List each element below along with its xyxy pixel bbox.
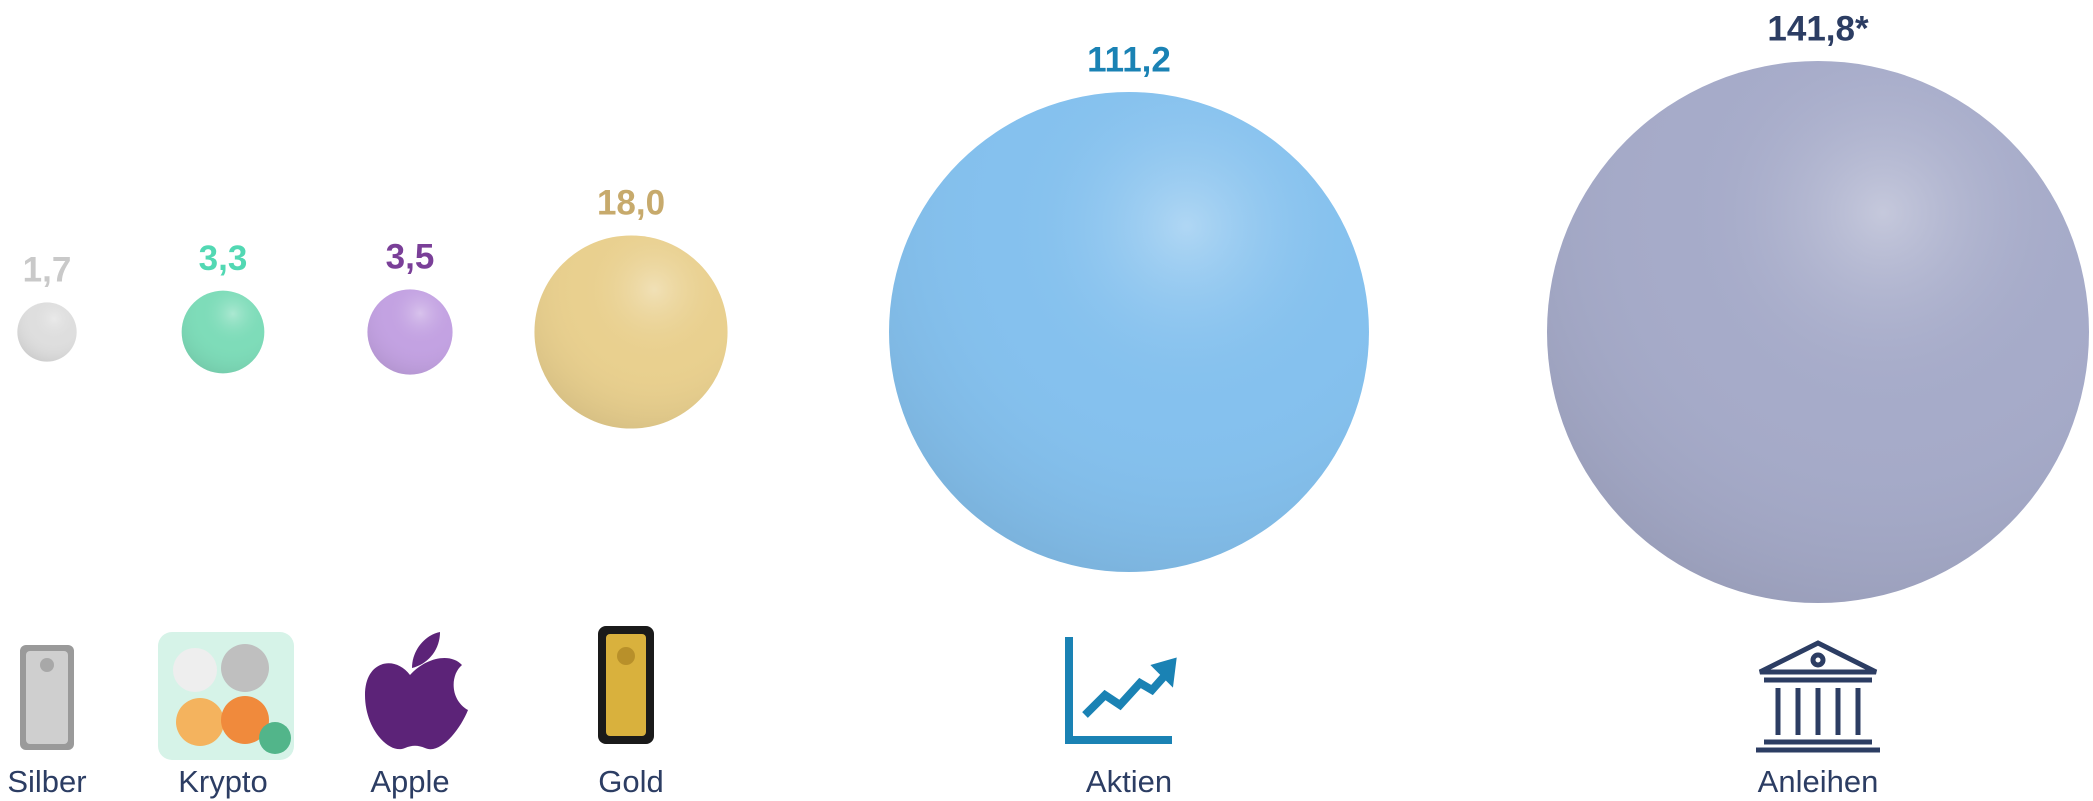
bubble-shading xyxy=(181,290,265,374)
apple-icon xyxy=(365,632,468,750)
bubble-shading xyxy=(1547,61,2089,603)
silver-bar-icon xyxy=(20,645,74,750)
category-label: Gold xyxy=(598,764,663,799)
category-label: Krypto xyxy=(178,764,268,799)
bubble-shading xyxy=(367,289,453,375)
value-label: 1,7 xyxy=(23,251,72,290)
category-label: Aktien xyxy=(1086,764,1172,799)
value-label: 111,2 xyxy=(1087,40,1171,79)
gold-bar-icon xyxy=(598,626,654,744)
value-label: 3,3 xyxy=(199,239,248,278)
value-label: 18,0 xyxy=(597,184,665,223)
bubble-shading xyxy=(889,92,1369,572)
stocks-icon xyxy=(1065,637,1177,744)
crypto-icon xyxy=(158,632,294,760)
bank-icon xyxy=(1756,640,1880,753)
value-label: 3,5 xyxy=(386,238,435,277)
bubble-shading xyxy=(534,235,728,429)
value-label: 141,8* xyxy=(1767,9,1869,48)
bubble-shading xyxy=(17,302,77,362)
category-label: Apple xyxy=(370,764,449,799)
category-label: Silber xyxy=(7,764,86,799)
category-label: Anleihen xyxy=(1758,764,1879,799)
